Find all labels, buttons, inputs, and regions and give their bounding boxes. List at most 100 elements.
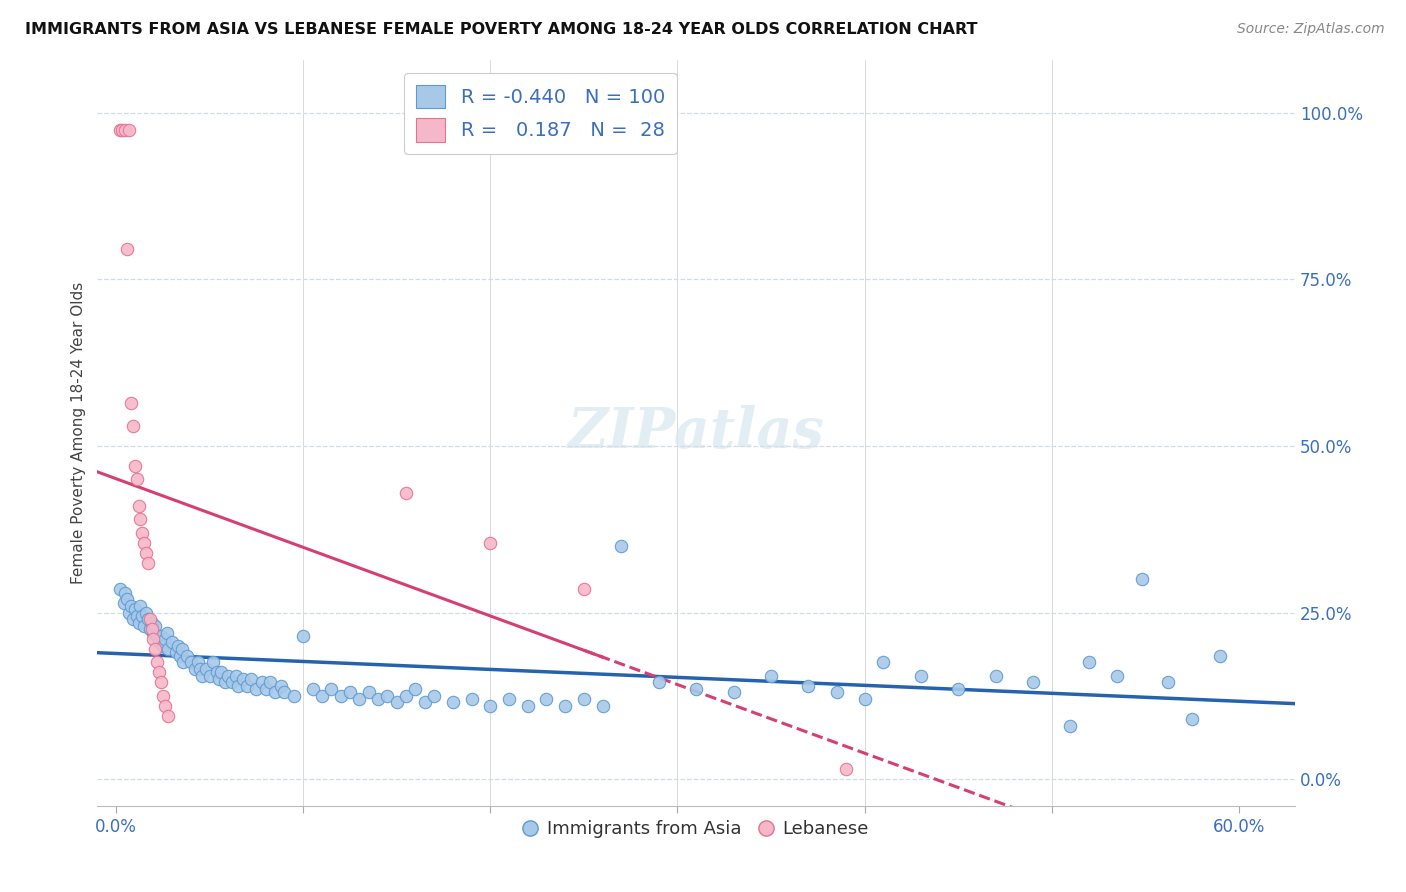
Point: [128, 615, 150, 630]
Point: [172, 656, 194, 670]
Point: [135, 545, 157, 559]
Point: [117, 592, 139, 607]
Point: [188, 662, 211, 676]
Point: [157, 642, 180, 657]
Point: [131, 525, 153, 540]
Y-axis label: Female Poverty Among 18-24 Year Olds: Female Poverty Among 18-24 Year Olds: [72, 282, 86, 583]
Point: [1059, 719, 1081, 733]
Point: [187, 656, 209, 670]
Point: [122, 419, 145, 434]
Point: [250, 675, 273, 690]
Point: [516, 698, 538, 713]
Point: [122, 612, 145, 626]
Point: [441, 695, 464, 709]
Point: [165, 645, 187, 659]
Point: [114, 122, 136, 136]
Point: [405, 682, 427, 697]
Point: [357, 685, 380, 699]
Point: [120, 395, 142, 409]
Point: [135, 606, 157, 620]
Point: [984, 669, 1007, 683]
Point: [610, 539, 633, 553]
Point: [536, 692, 558, 706]
Point: [157, 708, 180, 723]
Point: [377, 689, 399, 703]
Point: [149, 675, 172, 690]
Point: [125, 472, 148, 486]
Point: [498, 692, 520, 706]
Point: [572, 692, 595, 706]
Point: [183, 662, 205, 676]
Text: Source: ZipAtlas.com: Source: ZipAtlas.com: [1237, 22, 1385, 37]
Point: [311, 689, 333, 703]
Point: [872, 656, 894, 670]
Point: [1157, 675, 1180, 690]
Point: [329, 689, 352, 703]
Point: [136, 556, 159, 570]
Point: [131, 608, 153, 623]
Point: [146, 629, 169, 643]
Point: [825, 685, 848, 699]
Point: [117, 243, 139, 257]
Point: [349, 692, 371, 706]
Point: [301, 682, 323, 697]
Point: [835, 762, 858, 776]
Point: [259, 675, 281, 690]
Point: [108, 122, 131, 136]
Point: [155, 625, 177, 640]
Point: [118, 122, 141, 136]
Point: [208, 672, 231, 686]
Point: [141, 622, 163, 636]
Point: [118, 606, 141, 620]
Point: [120, 599, 142, 613]
Point: [592, 698, 614, 713]
Point: [395, 485, 418, 500]
Point: [153, 632, 176, 647]
Point: [1078, 656, 1101, 670]
Point: [169, 648, 191, 663]
Point: [1130, 572, 1153, 586]
Point: [134, 535, 156, 549]
Point: [1209, 648, 1232, 663]
Point: [142, 625, 165, 640]
Point: [385, 695, 408, 709]
Text: ZIPatlas: ZIPatlas: [568, 405, 824, 460]
Point: [139, 612, 162, 626]
Text: IMMIGRANTS FROM ASIA VS LEBANESE FEMALE POVERTY AMONG 18-24 YEAR OLDS CORRELATIO: IMMIGRANTS FROM ASIA VS LEBANESE FEMALE …: [25, 22, 977, 37]
Point: [214, 675, 236, 690]
Point: [141, 615, 163, 630]
Point: [202, 656, 225, 670]
Point: [910, 669, 932, 683]
Point: [236, 679, 259, 693]
Point: [946, 682, 969, 697]
Point: [134, 619, 156, 633]
Point: [367, 692, 389, 706]
Point: [124, 458, 146, 473]
Point: [759, 669, 782, 683]
Point: [395, 689, 418, 703]
Point: [170, 642, 193, 657]
Point: [292, 629, 315, 643]
Point: [209, 665, 232, 680]
Point: [460, 692, 482, 706]
Point: [245, 682, 267, 697]
Point: [152, 639, 174, 653]
Point: [111, 122, 134, 136]
Point: [1181, 712, 1204, 726]
Point: [146, 656, 169, 670]
Point: [232, 672, 254, 686]
Point: [273, 685, 295, 699]
Point: [1107, 669, 1129, 683]
Point: [853, 692, 876, 706]
Point: [124, 602, 146, 616]
Point: [321, 682, 343, 697]
Point: [108, 582, 131, 597]
Point: [153, 698, 176, 713]
Point: [283, 689, 305, 703]
Point: [198, 669, 221, 683]
Point: [180, 656, 202, 670]
Point: [136, 612, 159, 626]
Point: [1022, 675, 1045, 690]
Point: [339, 685, 361, 699]
Point: [572, 582, 595, 597]
